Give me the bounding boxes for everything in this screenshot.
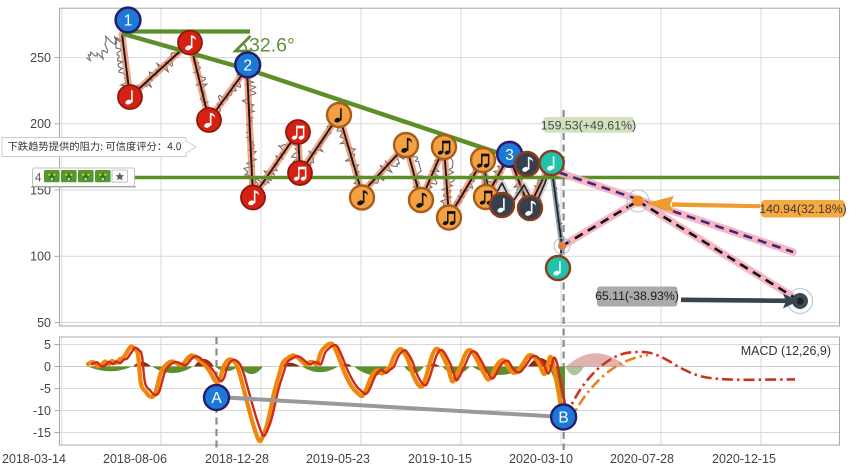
svg-text:1: 1 xyxy=(124,13,133,30)
svg-text:159.53(+49.61%): 159.53(+49.61%) xyxy=(541,118,636,132)
svg-text:140.94(32.18%): 140.94(32.18%) xyxy=(759,202,847,216)
svg-text:2019-05-23: 2019-05-23 xyxy=(306,452,370,466)
svg-text:32.6°: 32.6° xyxy=(249,35,295,57)
svg-text:100: 100 xyxy=(30,250,51,264)
svg-text:50: 50 xyxy=(37,316,51,330)
svg-text:2019-10-15: 2019-10-15 xyxy=(408,452,472,466)
svg-text:2020-07-28: 2020-07-28 xyxy=(610,452,674,466)
svg-text:250: 250 xyxy=(30,51,51,65)
svg-text:-15: -15 xyxy=(33,426,51,440)
svg-text:B: B xyxy=(558,410,568,427)
svg-text:2018-03-14: 2018-03-14 xyxy=(2,452,66,466)
svg-text:65.11(-38.93%): 65.11(-38.93%) xyxy=(595,289,679,303)
svg-text:2018-12-28: 2018-12-28 xyxy=(205,452,269,466)
svg-text:-5: -5 xyxy=(40,382,51,396)
svg-text:2018-08-06: 2018-08-06 xyxy=(103,452,167,466)
svg-text:-10: -10 xyxy=(33,404,51,418)
svg-text:3: 3 xyxy=(505,147,514,164)
svg-text:200: 200 xyxy=(30,117,51,131)
svg-text:5: 5 xyxy=(44,338,51,352)
svg-text:A: A xyxy=(211,390,222,407)
svg-text:2020-03-10: 2020-03-10 xyxy=(509,452,573,466)
svg-text:0: 0 xyxy=(44,360,51,374)
svg-text:2: 2 xyxy=(243,57,252,74)
svg-text:4: 4 xyxy=(35,173,42,185)
svg-text:2020-12-15: 2020-12-15 xyxy=(712,452,776,466)
svg-text:MACD (12,26,9): MACD (12,26,9) xyxy=(741,344,831,358)
